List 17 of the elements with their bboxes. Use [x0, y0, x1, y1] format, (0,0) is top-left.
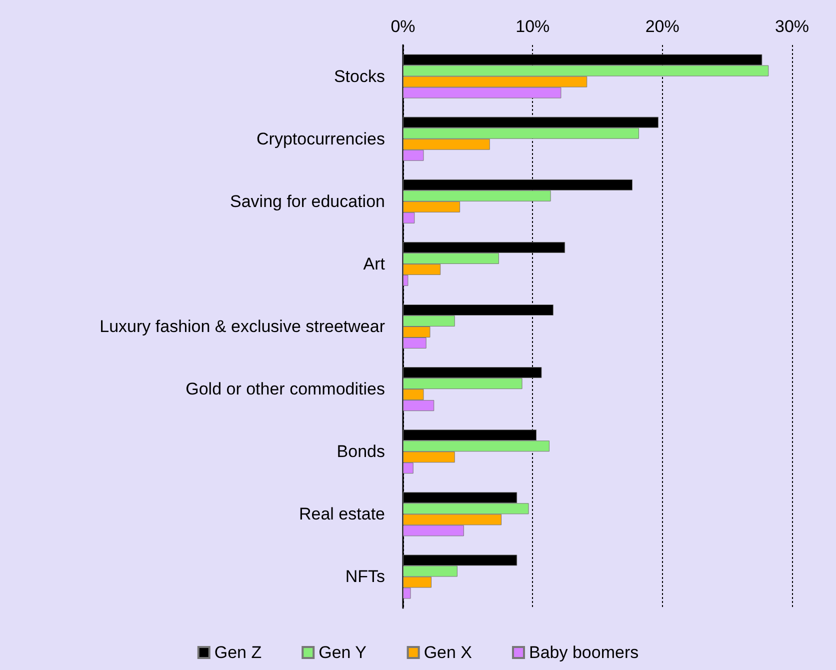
- x-tick-label: 0%: [390, 17, 416, 36]
- legend-label: Baby boomers: [529, 643, 639, 662]
- y-tick-label: NFTs: [345, 567, 385, 586]
- legend-label: Gen X: [424, 643, 472, 662]
- y-tick-label: Luxury fashion & exclusive streetwear: [100, 317, 386, 336]
- x-tick-label: 10%: [516, 17, 550, 36]
- legend-label: Gen Z: [214, 643, 262, 662]
- y-tick-label: Stocks: [334, 66, 385, 86]
- legend-label: Gen Y: [318, 643, 367, 662]
- y-tick-label: Cryptocurrencies: [256, 129, 385, 148]
- x-tick-label: 20%: [645, 17, 680, 36]
- y-tick-label: Real estate: [299, 504, 385, 524]
- y-tick-label: Art: [363, 254, 386, 274]
- y-tick-label: Gold or other commodities: [186, 380, 385, 399]
- x-tick-label: 30%: [774, 17, 810, 36]
- y-tick-label: Saving for education: [230, 192, 385, 211]
- y-tick-label: Bonds: [336, 442, 385, 462]
